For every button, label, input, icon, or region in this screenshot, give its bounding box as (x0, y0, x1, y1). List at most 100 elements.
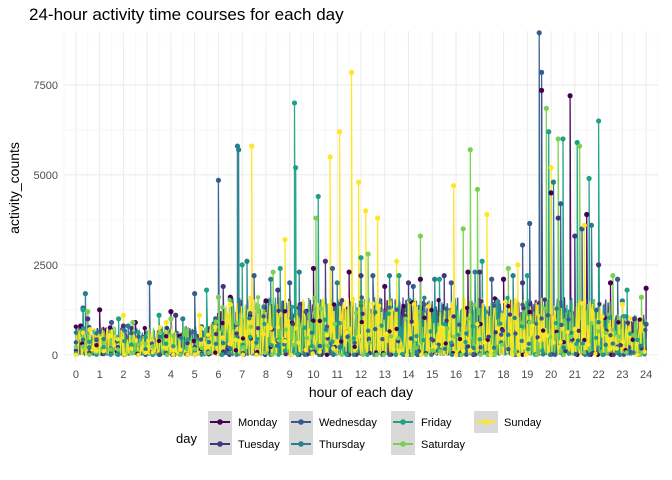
data-point (108, 319, 115, 326)
data-point (519, 338, 524, 344)
data-point (196, 312, 203, 318)
data-point (543, 105, 549, 111)
data-point (254, 340, 259, 345)
data-point (247, 295, 253, 300)
data-point (533, 321, 539, 327)
data-point (642, 349, 647, 355)
data-point (94, 331, 99, 336)
data-point (464, 352, 469, 358)
data-point (213, 341, 219, 347)
data-point (215, 294, 222, 300)
data-point (491, 345, 497, 350)
data-point (220, 335, 225, 340)
data-point (370, 273, 376, 279)
data-point (185, 352, 190, 358)
x-tick-label: 18 (497, 369, 509, 381)
data-point (157, 334, 163, 340)
data-point (512, 315, 517, 321)
data-point (611, 352, 616, 358)
data-point (295, 352, 300, 358)
data-point (192, 291, 198, 297)
data-point (198, 337, 204, 342)
data-point (192, 346, 197, 352)
data-point (527, 320, 532, 325)
data-point (270, 352, 275, 357)
data-point (428, 329, 433, 334)
data-point (351, 352, 357, 358)
data-point (363, 208, 368, 214)
data-point (310, 265, 317, 272)
data-point (296, 340, 301, 345)
data-point (600, 352, 605, 358)
data-point (534, 352, 540, 358)
legend-item-sunday: Sunday (474, 411, 542, 433)
data-point (545, 313, 551, 318)
data-point (180, 316, 186, 322)
data-point (479, 258, 485, 264)
data-point (457, 322, 462, 327)
data-point (414, 333, 419, 339)
data-point (620, 339, 626, 345)
data-point (607, 315, 612, 321)
data-point (594, 335, 599, 341)
data-point (520, 320, 525, 325)
data-point (498, 332, 504, 337)
data-point (430, 348, 436, 353)
data-point (143, 341, 148, 346)
data-point (277, 265, 283, 272)
data-point (178, 352, 183, 358)
data-point (411, 301, 417, 307)
data-point (156, 352, 162, 358)
data-point (359, 319, 364, 325)
data-point (510, 273, 516, 279)
data-point (227, 301, 233, 308)
data-point (365, 352, 370, 358)
data-point (262, 350, 268, 355)
data-point (635, 337, 640, 343)
data-point (215, 177, 222, 183)
data-point (608, 333, 613, 338)
data-point (163, 341, 169, 346)
data-point (317, 349, 323, 355)
data-point (580, 341, 585, 346)
data-point (290, 321, 296, 327)
data-point (637, 317, 642, 322)
data-point (303, 309, 308, 314)
data-point (596, 329, 601, 334)
x-tick-label: 1 (97, 369, 103, 381)
data-point (268, 276, 274, 282)
data-point (538, 69, 545, 75)
data-point (249, 143, 255, 149)
data-point (261, 304, 266, 309)
data-point (354, 310, 359, 316)
data-point (447, 336, 452, 342)
data-point (471, 345, 476, 351)
x-tick-label: 10 (307, 369, 319, 381)
data-point (575, 338, 581, 343)
data-point (524, 273, 530, 279)
data-point (331, 346, 336, 351)
data-point (255, 336, 260, 342)
data-point (404, 352, 410, 358)
data-point (515, 262, 521, 268)
data-point (607, 280, 614, 286)
data-point (370, 301, 376, 306)
legend-item-thursday: Thursday (289, 433, 365, 455)
x-tick-label: 22 (592, 369, 604, 381)
data-point (444, 318, 449, 323)
data-point (87, 345, 92, 350)
legend-key-point (217, 419, 223, 425)
data-point (261, 331, 266, 337)
x-tick-label: 14 (402, 369, 414, 381)
data-point (561, 345, 566, 350)
legend: day Monday Tuesday Wednesday Thursday Friday… (176, 411, 542, 455)
x-tick-label: 0 (73, 369, 79, 381)
data-point (506, 332, 511, 337)
chart-title: 24-hour activity time courses for each d… (29, 5, 344, 24)
legend-label: Wednesday (319, 417, 377, 429)
y-tick-label: 5000 (34, 170, 58, 182)
data-point (375, 215, 381, 221)
data-point (289, 304, 295, 310)
data-point (213, 325, 218, 330)
data-point (282, 237, 288, 243)
